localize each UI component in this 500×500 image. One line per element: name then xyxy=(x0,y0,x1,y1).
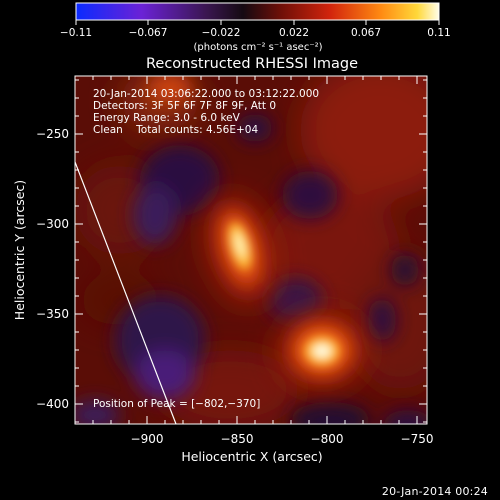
x-tick-label: −850 xyxy=(221,432,254,446)
colorbar-tick: 0.11 xyxy=(427,27,450,39)
y-tick-label: −350 xyxy=(36,307,69,321)
colorbar-tick: 0.022 xyxy=(279,27,309,39)
flare-source-peak xyxy=(280,314,364,386)
y-tick-label: −250 xyxy=(36,127,69,141)
colorbar-tick: 0.067 xyxy=(351,27,381,39)
colorbar-tick: −0.022 xyxy=(202,27,241,39)
colorbar-unit-label: (photons cm⁻² s⁻¹ asec⁻²) xyxy=(193,42,322,53)
colorbar-tick: −0.067 xyxy=(129,27,168,39)
info-overlay: 20-Jan-2014 03:06:22.000 to 03:12:22.000… xyxy=(93,88,319,410)
footer-timestamp: 20-Jan-2014 00:24 xyxy=(381,485,488,498)
y-axis-label: Heliocentric Y (arcsec) xyxy=(12,180,27,320)
solar-limb-line xyxy=(75,161,177,424)
info-energy: Energy Range: 3.0 - 6.0 keV xyxy=(93,112,241,124)
plot-title: Reconstructed RHESSI Image xyxy=(146,56,358,72)
info-peak: Position of Peak = [−802,−370] xyxy=(93,398,260,410)
colorbar-tick: −0.11 xyxy=(60,27,92,39)
x-axis-label: Heliocentric X (arcsec) xyxy=(181,449,322,464)
info-clean: Clean Total counts: 4.56E+04 xyxy=(93,124,258,136)
info-detectors: Detectors: 3F 5F 6F 7F 8F 9F, Att 0 xyxy=(93,100,276,112)
info-time-range: 20-Jan-2014 03:06:22.000 to 03:12:22.000 xyxy=(93,88,319,100)
y-tick-label: −400 xyxy=(36,397,69,411)
plot-frame xyxy=(74,75,428,425)
x-tick-label: −800 xyxy=(311,432,344,446)
colorbar-gradient xyxy=(75,2,440,21)
x-tick-label: −900 xyxy=(131,432,164,446)
x-tick-label: −750 xyxy=(401,432,434,446)
y-tick-label: −300 xyxy=(36,217,69,231)
axis-ticks xyxy=(75,76,427,424)
flare-source-upper xyxy=(207,196,273,304)
colorbar: −0.11 −0.067 −0.022 0.022 0.067 0.11 (ph… xyxy=(60,2,451,53)
image-panel xyxy=(75,76,427,424)
